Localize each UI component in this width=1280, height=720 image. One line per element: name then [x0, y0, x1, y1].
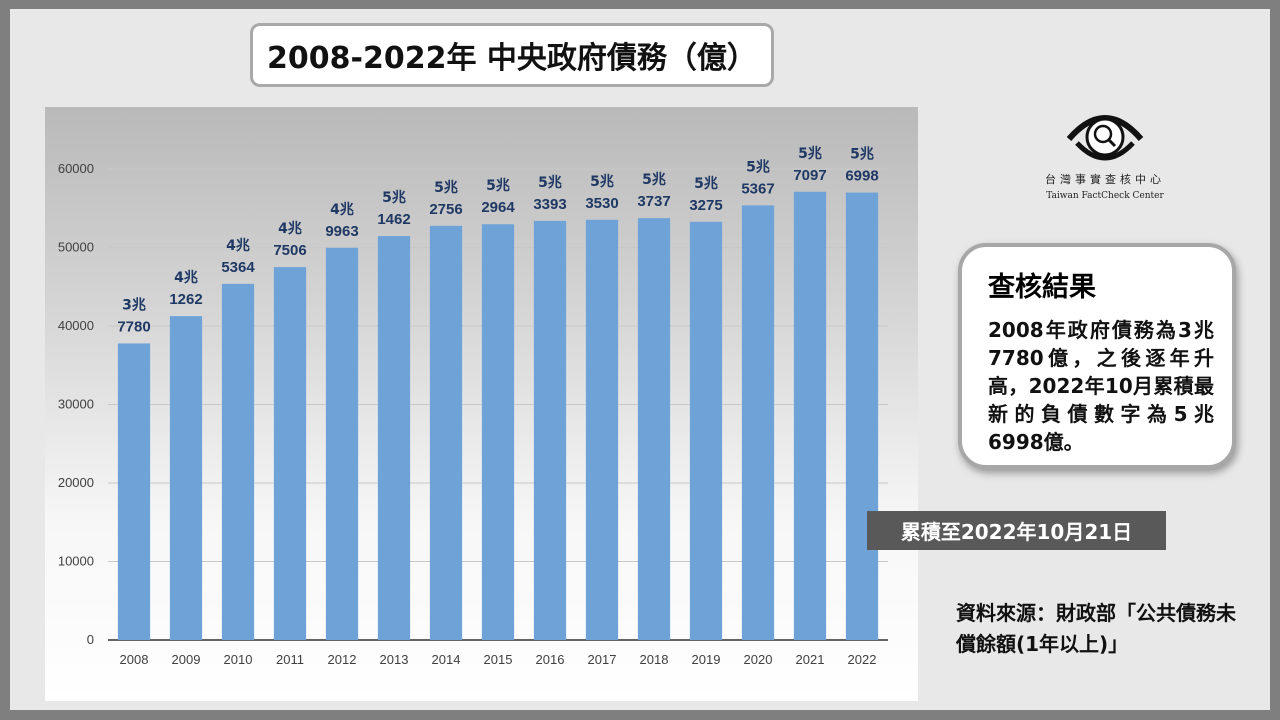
fact-check-result-box: 查核結果 2008年政府債務為3兆7780億，之後逐年升高，2022年10月累積… — [958, 243, 1236, 469]
x-tick-label: 2015 — [484, 652, 513, 667]
data-label-hundred-million: 7506 — [273, 242, 306, 259]
y-tick-label: 30000 — [58, 397, 94, 412]
data-label-hundred-million: 3275 — [689, 197, 722, 214]
data-label-hundred-million: 6998 — [845, 168, 878, 185]
data-label-trillion: 4兆 — [278, 221, 302, 237]
bar-2015 — [481, 224, 515, 640]
bar-2008 — [117, 343, 151, 640]
bar-2013 — [377, 236, 411, 640]
data-label-hundred-million: 5364 — [221, 259, 255, 276]
x-tick-label: 2013 — [380, 652, 409, 667]
bar-chart: 0 10000 20000 30000 40000 50000 60000 2008 3兆 778… — [45, 107, 918, 701]
y-tick-label: 10000 — [58, 554, 94, 569]
y-tick-label: 40000 — [58, 318, 94, 333]
eye-magnifier-icon — [1066, 115, 1144, 161]
data-label-hundred-million: 3393 — [533, 196, 566, 213]
data-label-trillion: 5兆 — [850, 147, 874, 163]
data-label-trillion: 5兆 — [642, 172, 666, 188]
data-label-hundred-million: 3530 — [585, 195, 618, 212]
data-label-trillion: 5兆 — [382, 190, 406, 206]
y-tick-label: 0 — [87, 632, 94, 647]
logo-name-zh: 台灣事實查核中心 — [1045, 173, 1165, 186]
x-tick-label: 2011 — [276, 652, 304, 667]
x-tick-label: 2008 — [120, 652, 149, 667]
data-label-trillion: 3兆 — [122, 297, 146, 313]
bar-2017 — [585, 219, 619, 640]
bar-2010 — [221, 283, 255, 640]
data-label-hundred-million: 9963 — [325, 223, 358, 240]
x-tick-label: 2021 — [796, 652, 825, 667]
result-heading: 查核結果 — [988, 272, 1096, 303]
bar-2022 — [845, 192, 879, 640]
x-tick-label: 2012 — [328, 652, 357, 667]
chart-title-text: 2008-2022年 中央政府債務（億） — [267, 41, 757, 76]
x-tick-label: 2022 — [848, 652, 877, 667]
data-label-hundred-million: 7780 — [117, 318, 150, 335]
bar-2018 — [637, 218, 671, 640]
bar-2011 — [273, 267, 307, 640]
tfc-logo: 台灣事實查核中心 Taiwan FactCheck Center — [1010, 103, 1200, 213]
data-label-trillion: 5兆 — [590, 174, 614, 190]
x-tick-label: 2017 — [588, 652, 617, 667]
data-label-trillion: 4兆 — [174, 270, 198, 286]
x-tick-label: 2010 — [224, 652, 253, 667]
data-label-hundred-million: 1262 — [169, 291, 202, 308]
bar-2014 — [429, 225, 463, 640]
x-tick-label: 2018 — [640, 652, 669, 667]
data-label-hundred-million: 2964 — [481, 199, 515, 216]
as-of-date-text: 累積至2022年10月21日 — [900, 520, 1133, 544]
data-label-hundred-million: 3737 — [637, 193, 670, 210]
bar-2016 — [533, 220, 567, 640]
x-tick-label: 2019 — [692, 652, 721, 667]
data-label-trillion: 4兆 — [330, 202, 354, 218]
data-label-hundred-million: 5367 — [741, 180, 774, 197]
bar-2019 — [689, 221, 723, 640]
data-label-trillion: 5兆 — [434, 180, 458, 196]
bar-2009 — [169, 316, 203, 640]
x-tick-label: 2009 — [172, 652, 201, 667]
bar-chart-svg: 0 10000 20000 30000 40000 50000 60000 2008 3兆 778… — [58, 146, 888, 667]
y-tick-label: 20000 — [58, 475, 94, 490]
data-label-trillion: 4兆 — [226, 238, 250, 254]
y-tick-label: 50000 — [58, 240, 94, 255]
y-tick-label: 60000 — [58, 161, 94, 176]
x-tick-label: 2016 — [536, 652, 565, 667]
bar-2020 — [741, 205, 775, 640]
logo-name-en: Taiwan FactCheck Center — [1046, 191, 1164, 201]
data-label-trillion: 5兆 — [538, 175, 562, 191]
x-tick-label: 2020 — [744, 652, 773, 667]
bar-2021 — [793, 191, 827, 640]
as-of-date-banner: 累積至2022年10月21日 — [867, 511, 1166, 550]
data-label-hundred-million: 1462 — [377, 211, 410, 228]
data-label-trillion: 5兆 — [694, 176, 718, 192]
data-label-hundred-million: 2756 — [429, 201, 462, 218]
data-label-trillion: 5兆 — [746, 159, 770, 175]
data-source-note: 資料來源：財政部「公共債務未償餘額(1年以上)」 — [956, 601, 1236, 656]
data-label-trillion: 5兆 — [798, 146, 822, 162]
x-tick-label: 2014 — [432, 652, 461, 667]
result-text: 2008年政府債務為3兆7780億，之後逐年升高，2022年10月累積最新的負債… — [988, 318, 1214, 454]
data-label-hundred-million: 7097 — [793, 167, 826, 184]
bar-2012 — [325, 247, 359, 640]
data-label-trillion: 5兆 — [486, 178, 510, 194]
chart-title: 2008-2022年 中央政府債務（億） — [250, 23, 774, 87]
